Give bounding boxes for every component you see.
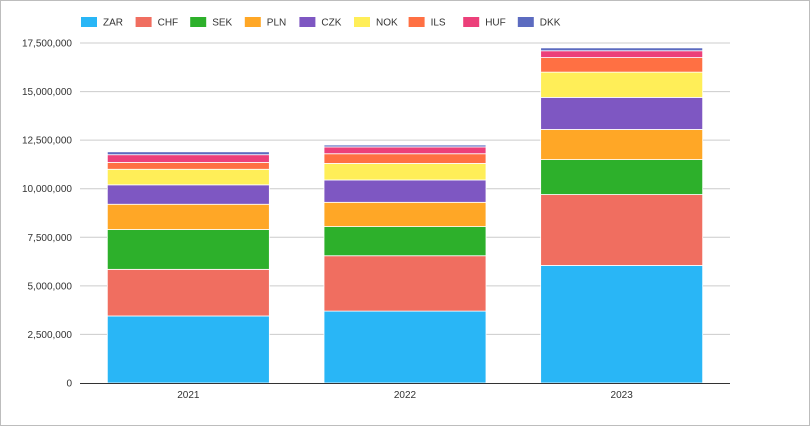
x-tick-label: 2023 bbox=[611, 390, 634, 401]
legend-swatch bbox=[517, 17, 534, 27]
x-tick-label: 2021 bbox=[177, 390, 200, 401]
legend-item-zar[interactable]: ZAR bbox=[81, 17, 123, 29]
legend-swatch bbox=[299, 17, 316, 27]
legend-item-sek[interactable]: SEK bbox=[190, 17, 233, 29]
y-tick-label: 10,000,000 bbox=[22, 184, 72, 195]
legend-item-dkk[interactable]: DKK bbox=[517, 17, 561, 29]
y-axis: 0 2,500,000 5,000,000 7,500,000 10,000,000 12… bbox=[22, 39, 73, 390]
legend-label: CZK bbox=[321, 18, 341, 29]
bar-2022-ils[interactable] bbox=[323, 153, 487, 164]
bar-2023-nok[interactable] bbox=[540, 71, 704, 98]
bars bbox=[106, 47, 704, 384]
bar-2022-dkk[interactable] bbox=[323, 144, 487, 148]
legend-label: ILS bbox=[431, 18, 446, 29]
legend-label: CHF bbox=[158, 18, 179, 29]
bar-2022-chf[interactable] bbox=[323, 255, 487, 312]
y-tick-label: 5,000,000 bbox=[28, 281, 73, 292]
bar-2023-czk[interactable] bbox=[540, 97, 704, 130]
bar-2023-sek[interactable] bbox=[540, 159, 704, 195]
legend-item-huf[interactable]: HUF bbox=[463, 17, 506, 29]
bar-2022-sek[interactable] bbox=[323, 226, 487, 257]
legend-label: PLN bbox=[267, 18, 286, 29]
legend-label: SEK bbox=[212, 18, 232, 29]
y-tick-label: 2,500,000 bbox=[28, 330, 73, 341]
y-tick-label: 12,500,000 bbox=[22, 136, 72, 147]
bar-2021-czk[interactable] bbox=[106, 184, 270, 205]
legend-swatch bbox=[244, 17, 261, 27]
legend-item-ils[interactable]: ILS bbox=[408, 17, 446, 29]
legend-swatch bbox=[190, 17, 207, 27]
legend-label: ZAR bbox=[103, 18, 123, 29]
bar-2022-nok[interactable] bbox=[323, 163, 487, 181]
bar-2023-dkk[interactable] bbox=[540, 47, 704, 52]
legend-item-pln[interactable]: PLN bbox=[244, 17, 286, 29]
legend-swatch bbox=[408, 17, 425, 27]
bar-2023-chf[interactable] bbox=[540, 194, 704, 266]
x-tick-label: 2022 bbox=[394, 390, 417, 401]
bar-2021-huf[interactable] bbox=[106, 154, 270, 163]
y-tick-label: 7,500,000 bbox=[28, 233, 73, 244]
legend-swatch bbox=[463, 17, 480, 27]
legend: ZAR CHF SEK PLN CZK NOK ILS HUF DKK bbox=[81, 17, 561, 29]
legend-item-czk[interactable]: CZK bbox=[299, 17, 342, 29]
legend-item-chf[interactable]: CHF bbox=[135, 17, 179, 29]
bar-2022-czk[interactable] bbox=[323, 179, 487, 203]
legend-swatch bbox=[135, 17, 152, 27]
bar-2021-nok[interactable] bbox=[106, 168, 270, 186]
legend-item-nok[interactable]: NOK bbox=[354, 17, 398, 29]
bar-2021-sek[interactable] bbox=[106, 229, 270, 270]
bar-2021-ils[interactable] bbox=[106, 162, 270, 170]
y-tick-label: 15,000,000 bbox=[22, 87, 72, 98]
bar-2021-pln[interactable] bbox=[106, 203, 270, 230]
legend-label: NOK bbox=[376, 18, 398, 29]
bar-2021-zar[interactable] bbox=[106, 315, 270, 384]
legend-swatch bbox=[81, 17, 97, 27]
x-axis: 2021 2022 2023 bbox=[80, 383, 730, 401]
bar-2023-pln[interactable] bbox=[540, 129, 704, 160]
y-tick-label: 0 bbox=[66, 379, 72, 390]
legend-label: DKK bbox=[540, 18, 561, 29]
legend-label: HUF bbox=[485, 18, 506, 29]
legend-swatch bbox=[354, 17, 370, 27]
bar-2021-chf[interactable] bbox=[106, 268, 270, 317]
bar-2021-dkk[interactable] bbox=[106, 151, 270, 156]
bar-2023-huf[interactable] bbox=[540, 50, 704, 58]
bar-2022-huf[interactable] bbox=[323, 146, 487, 155]
bar-2023-ils[interactable] bbox=[540, 57, 704, 73]
bar-2022-pln[interactable] bbox=[323, 201, 487, 228]
bar-2023-zar[interactable] bbox=[540, 265, 704, 384]
y-tick-label: 17,500,000 bbox=[22, 39, 72, 50]
bar-2022-zar[interactable] bbox=[323, 310, 487, 384]
